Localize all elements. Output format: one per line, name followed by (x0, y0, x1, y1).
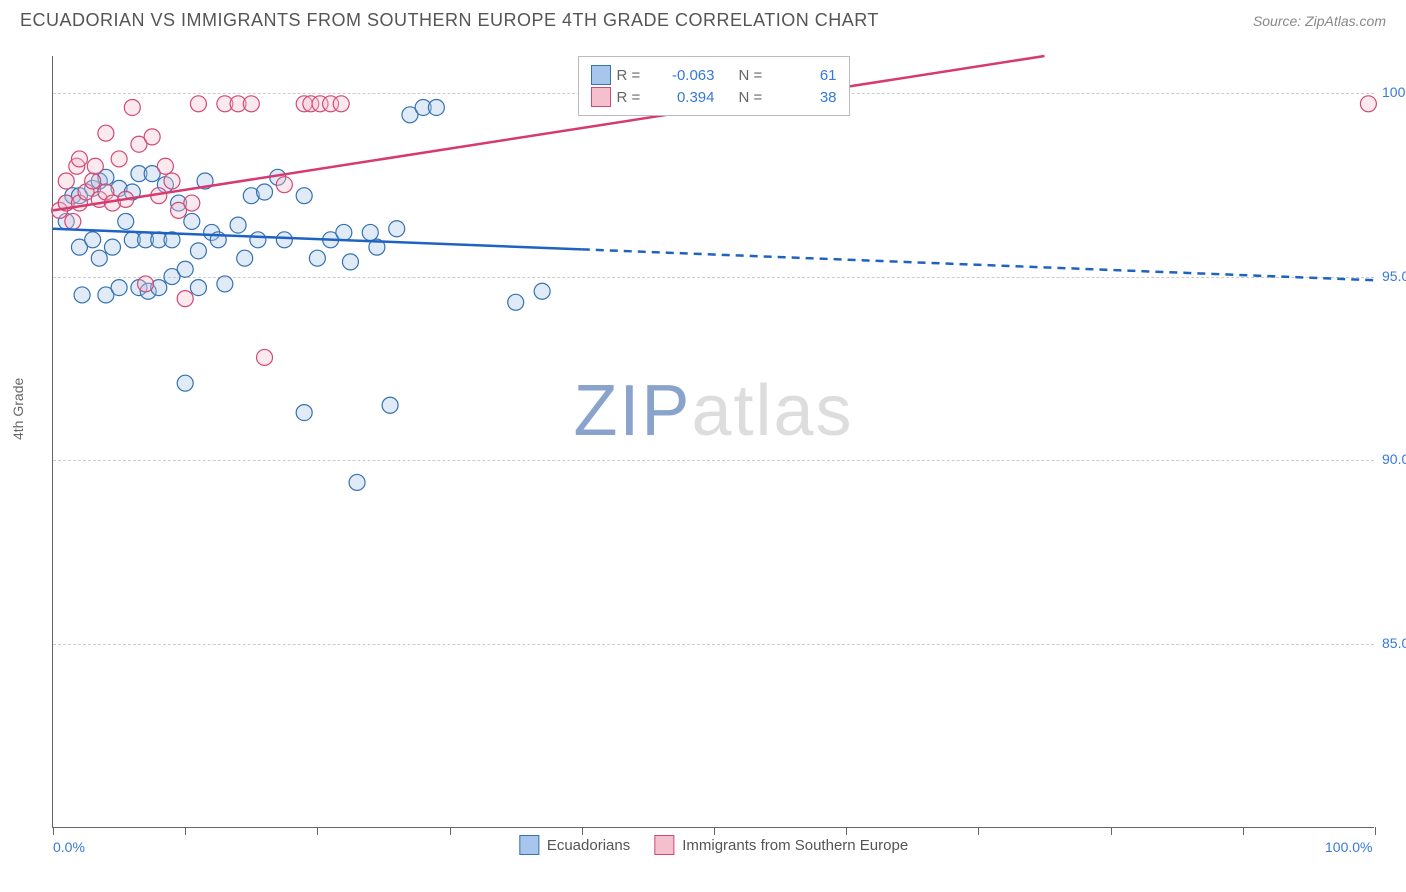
chart-container: ECUADORIAN VS IMMIGRANTS FROM SOUTHERN E… (0, 0, 1406, 892)
header: ECUADORIAN VS IMMIGRANTS FROM SOUTHERN E… (0, 0, 1406, 35)
legend-stats-row-1: R = -0.063 N = 61 (591, 65, 837, 85)
legend-label-immigrants: Immigrants from Southern Europe (682, 837, 908, 854)
legend-swatch-blue (591, 65, 611, 85)
yaxis-label: 4th Grade (10, 378, 26, 440)
legend-r-label-2: R = (617, 89, 653, 106)
scatter-svg (53, 56, 1374, 827)
legend-n-value-1: 61 (781, 67, 837, 84)
legend-swatch-immigrants (654, 835, 674, 855)
source-attribution: Source: ZipAtlas.com (1253, 13, 1386, 29)
legend-label-ecuadorians: Ecuadorians (547, 837, 630, 854)
legend-r-value-1: -0.063 (659, 67, 715, 84)
chart-title: ECUADORIAN VS IMMIGRANTS FROM SOUTHERN E… (20, 10, 879, 31)
legend-r-label: R = (617, 67, 653, 84)
legend-swatch-pink (591, 87, 611, 107)
legend-n-label-2: N = (739, 89, 775, 106)
legend-n-label: N = (739, 67, 775, 84)
legend-r-value-2: 0.394 (659, 89, 715, 106)
legend-swatch-ecuadorians (519, 835, 539, 855)
legend-item-ecuadorians: Ecuadorians (519, 835, 630, 855)
legend-stats: R = -0.063 N = 61 R = 0.394 N = 38 (578, 56, 850, 116)
legend-item-immigrants: Immigrants from Southern Europe (654, 835, 908, 855)
legend-n-value-2: 38 (781, 89, 837, 106)
chart-plot-area: 85.0%90.0%95.0%100.0% 0.0%100.0% ZIPatla… (52, 56, 1374, 828)
legend-series: Ecuadorians Immigrants from Southern Eur… (519, 835, 908, 855)
legend-stats-row-2: R = 0.394 N = 38 (591, 87, 837, 107)
